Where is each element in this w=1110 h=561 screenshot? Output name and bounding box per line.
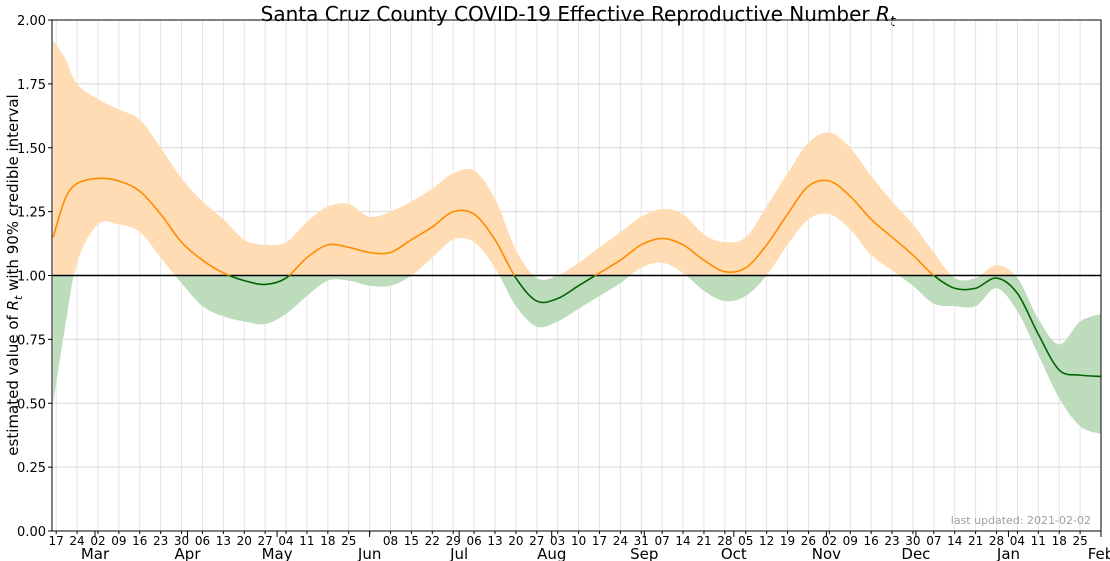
x-week-label: 02 [822,534,837,548]
x-week-label: 16 [132,534,147,548]
x-month-label: May [262,545,293,561]
x-week-label: 13 [487,534,502,548]
x-week-label: 27 [258,534,273,548]
x-week-label: 13 [216,534,231,548]
x-week-label: 23 [153,534,168,548]
x-week-label: 15 [404,534,419,548]
x-week-label: 27 [529,534,544,548]
x-week-label: 10 [571,534,586,548]
y-axis-label: estimated value of Rt with 90% credible … [4,94,25,455]
x-week-label: 07 [926,534,941,548]
last-updated-note: last updated: 2021-02-02 [951,514,1091,527]
rt-line-above-1 [52,177,936,276]
x-week-label: 28 [989,534,1004,548]
rt-line-below-1 [227,275,1101,378]
x-week-label: 21 [696,534,711,548]
chart-title: Santa Cruz County COVID-19 Effective Rep… [261,2,896,30]
x-week-label: 20 [237,534,252,548]
x-month-label: Jul [449,545,468,561]
x-week-label: 14 [947,534,962,548]
x-week-label: 29 [446,534,461,548]
x-month-label: Mar [81,545,110,561]
x-week-label: 23 [884,534,899,548]
x-week-label: 25 [341,534,356,548]
x-week-label: 21 [968,534,983,548]
x-week-label: 30 [905,534,920,548]
y-tick-label: 1.75 [17,78,46,93]
x-week-label: 20 [508,534,523,548]
x-week-label: 30 [174,534,189,548]
x-week-label: 28 [717,534,732,548]
y-tick-label: 0.75 [17,333,46,348]
x-week-label: 25 [1072,534,1087,548]
x-week-label: 12 [759,534,774,548]
y-tick-label: 2.00 [17,14,46,29]
x-month-label: Nov [812,545,841,561]
x-week-label: 06 [466,534,481,548]
x-week-label: 18 [1052,534,1067,548]
x-week-label: 17 [49,534,64,548]
x-month-label: Jan [996,545,1020,561]
x-week-label: 09 [843,534,858,548]
x-week-label: 09 [111,534,126,548]
x-week-label: 02 [90,534,105,548]
x-month-label: Aug [537,545,566,561]
x-month-label: Oct [721,545,747,561]
x-week-label: 26 [801,534,816,548]
y-tick-label: 1.25 [17,206,46,221]
x-week-label: 17 [592,534,607,548]
x-week-label: 11 [1031,534,1046,548]
y-tick-label: 1.00 [17,270,46,285]
x-week-label: 03 [550,534,565,548]
y-tick-label: 0.50 [17,397,46,412]
x-week-label: 19 [780,534,795,548]
x-month-label: Sep [630,545,658,561]
x-week-label: 31 [634,534,649,548]
credible-interval-band-above-1 [53,40,1016,276]
x-week-label: 08 [383,534,398,548]
x-week-label: 04 [278,534,293,548]
x-week-label: 04 [1010,534,1025,548]
x-month-label: Dec [901,545,930,561]
x-week-label: 24 [613,534,628,548]
x-week-label: 14 [675,534,690,548]
credible-interval-band-below-1 [53,275,1101,434]
x-week-label: 05 [738,534,753,548]
x-week-label: 24 [69,534,84,548]
x-week-label: 16 [863,534,878,548]
y-tick-label: 1.50 [17,142,46,157]
x-week-label: 06 [195,534,210,548]
x-month-label: Apr [175,545,202,561]
x-week-label: 11 [299,534,314,548]
x-week-label: 07 [655,534,670,548]
y-tick-label: 0.00 [17,525,46,540]
x-month-label: Jun [357,545,381,561]
x-week-label: 18 [320,534,335,548]
y-tick-label: 0.25 [17,461,46,476]
x-week-label: 22 [425,534,440,548]
x-month-label: Feb [1088,545,1110,561]
